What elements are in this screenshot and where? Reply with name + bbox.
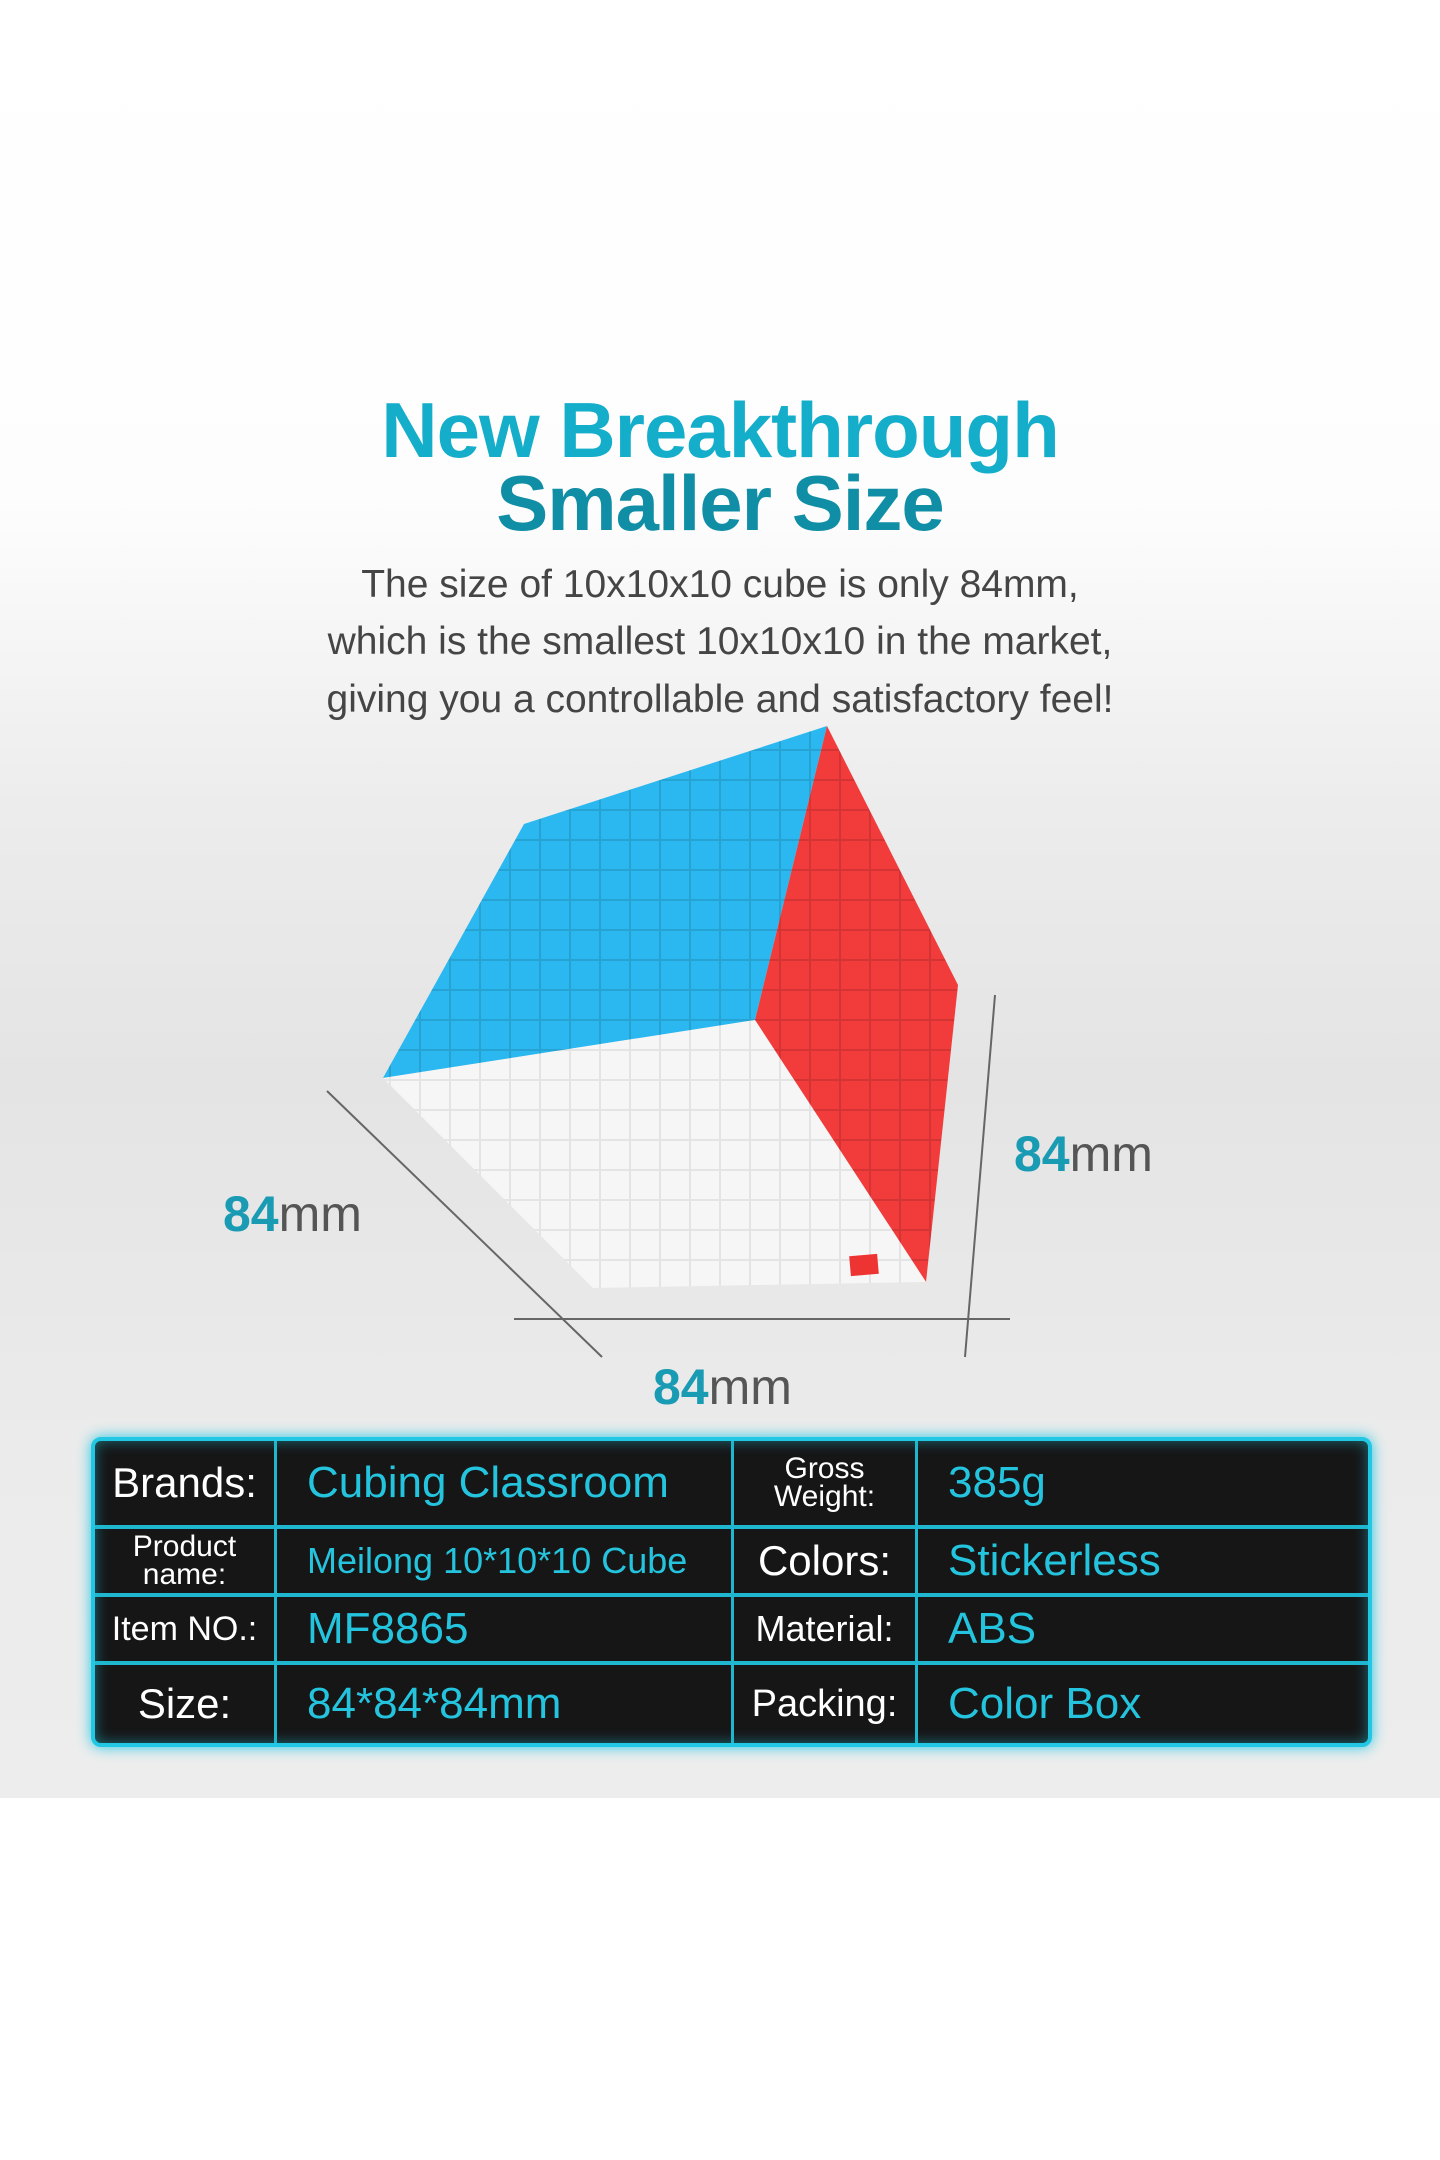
cube-illustration — [326, 726, 1010, 1358]
spec-label: Product name: — [95, 1529, 277, 1597]
spec-value: Stickerless — [918, 1529, 1368, 1597]
logo-icon — [849, 1253, 879, 1277]
spec-value: MF8865 — [277, 1597, 734, 1665]
dimension-label-bottom: 84mm — [653, 1359, 792, 1415]
spec-value: 84*84*84mm — [277, 1665, 734, 1743]
spec-value: Meilong 10*10*10 Cube — [277, 1529, 734, 1597]
spec-label: Brands: — [95, 1441, 277, 1529]
spec-value: ABS — [918, 1597, 1368, 1665]
heading-line-1: New Breakthrough — [381, 386, 1059, 474]
description-line: giving you a controllable and satisfacto… — [326, 678, 1114, 721]
description-line: which is the smallest 10x10x10 in the ma… — [327, 620, 1113, 663]
spec-label: Gross Weight: — [734, 1441, 918, 1529]
dimension-label-right: 84mm — [1014, 1126, 1153, 1182]
spec-label: Size: — [95, 1665, 277, 1743]
dimension-label-left: 84mm — [223, 1186, 362, 1242]
spec-label: Item NO.: — [95, 1597, 277, 1665]
spec-value: 385g — [918, 1441, 1368, 1529]
spec-value: Color Box — [948, 1679, 1142, 1728]
spec-table: Brands: Cubing Classroom Gross Weight: 3… — [91, 1437, 1372, 1747]
heading-line-2: Smaller Size — [496, 459, 945, 547]
description-line: The size of 10x10x10 cube is only 84mm, — [361, 563, 1079, 606]
spec-label: Material: — [734, 1597, 918, 1665]
spec-label: Packing: — [734, 1665, 918, 1743]
spec-value: Cubing Classroom — [277, 1441, 734, 1529]
spec-label: Colors: — [734, 1529, 918, 1597]
dimension-line-right — [964, 994, 996, 1358]
dimension-line-left — [326, 1090, 603, 1358]
